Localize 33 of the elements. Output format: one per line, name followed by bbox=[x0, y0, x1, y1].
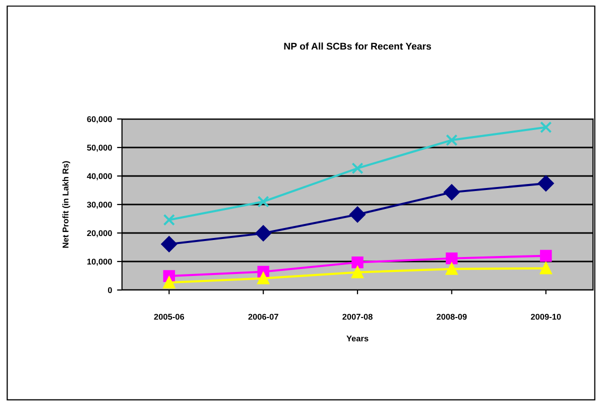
point bbox=[446, 252, 458, 264]
x-tick-label: 2006-07 bbox=[248, 314, 278, 320]
point bbox=[163, 214, 176, 226]
point bbox=[350, 206, 366, 222]
point bbox=[540, 262, 552, 274]
point bbox=[257, 196, 270, 208]
point bbox=[540, 121, 552, 134]
point bbox=[444, 184, 460, 200]
x-axis-title: Years bbox=[346, 336, 368, 342]
y-tick-label: 50,000 bbox=[87, 144, 112, 152]
x-tick-label: 2008-09 bbox=[436, 314, 467, 320]
y-tick-label: 30,000 bbox=[86, 202, 112, 209]
point bbox=[446, 263, 458, 275]
x-tick-label: 2007-08 bbox=[342, 314, 373, 320]
y-tick-label: 0 bbox=[108, 287, 112, 294]
y-tick-label: 20,000 bbox=[87, 230, 112, 238]
y-tick-label: 40,000 bbox=[86, 173, 112, 180]
y-tick-label: 10,000 bbox=[87, 258, 112, 266]
point bbox=[446, 134, 458, 146]
point bbox=[163, 276, 176, 288]
point bbox=[540, 250, 552, 262]
y-tick-label: 60,000 bbox=[87, 116, 112, 124]
y-axis-title: Net Profit (in Lakh Rs) bbox=[62, 161, 70, 248]
point bbox=[352, 162, 364, 174]
x-tick-label: 2005-06 bbox=[154, 314, 184, 320]
point bbox=[352, 266, 364, 278]
x-tick-label: 2009-10 bbox=[530, 314, 561, 320]
chart-title: NP of All SCBs for Recent Years bbox=[284, 42, 432, 50]
point bbox=[352, 256, 364, 268]
point bbox=[161, 236, 178, 252]
point bbox=[538, 175, 554, 192]
point bbox=[255, 225, 272, 242]
point bbox=[257, 272, 270, 284]
